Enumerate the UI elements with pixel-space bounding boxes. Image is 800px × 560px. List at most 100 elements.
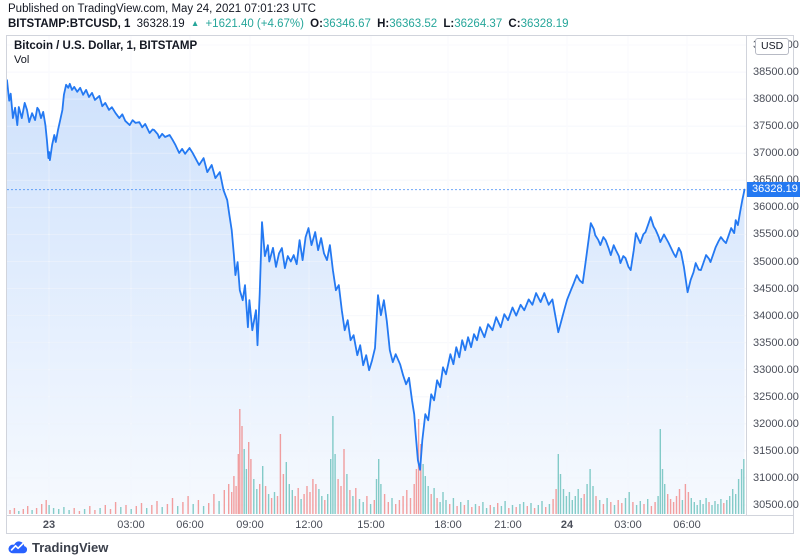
volume-bar <box>708 502 710 514</box>
volume-bar <box>104 505 106 514</box>
volume-bar <box>288 484 290 514</box>
volume-bar <box>522 502 525 514</box>
volume-bar <box>375 479 378 514</box>
volume-bar <box>449 504 451 514</box>
time-tick-label: 06:00 <box>176 518 204 531</box>
price-tick-label: 32000.00 <box>753 417 799 430</box>
volume-bar <box>632 502 634 514</box>
time-tick-label: 23 <box>42 518 56 531</box>
low-label: L: <box>443 17 455 30</box>
price-tick-label: 37000.00 <box>753 147 799 160</box>
volume-bar <box>213 494 215 514</box>
volume-bar <box>358 499 361 514</box>
price-tick-label: 31500.00 <box>753 444 799 457</box>
volume-bar <box>580 498 582 514</box>
volume-bar <box>439 502 441 514</box>
volume-bar <box>508 508 510 514</box>
volume-bar <box>552 499 554 514</box>
price-tick-label: 33000.00 <box>753 363 799 376</box>
volume-bar <box>617 500 619 514</box>
volume-bar <box>559 474 562 514</box>
volume-bar <box>664 484 666 514</box>
volume-bar <box>58 509 60 514</box>
volume-bar <box>463 505 466 514</box>
volume-bar <box>279 434 282 514</box>
volume-bar <box>151 505 153 514</box>
volume-bar <box>259 484 261 514</box>
volume-bar <box>343 449 345 514</box>
change-text: +1621.40 (+4.67%) <box>205 17 304 30</box>
volume-bar <box>332 416 334 514</box>
volume-bar <box>415 469 418 514</box>
volume-bar <box>182 502 184 514</box>
volume-bar <box>504 501 506 514</box>
volume-bar <box>687 492 690 514</box>
volume-bar <box>565 496 568 514</box>
volume-bar <box>89 506 91 514</box>
volume-bar <box>628 492 630 514</box>
volume-bar <box>650 506 653 514</box>
volume-bar <box>702 504 704 514</box>
volume-bar <box>378 459 380 514</box>
volume-bar <box>387 502 389 514</box>
volume-bar <box>493 507 495 514</box>
volume-bar <box>735 494 737 514</box>
tradingview-logo-icon[interactable] <box>8 540 27 554</box>
volume-bar <box>533 508 536 514</box>
area-fill <box>7 80 745 514</box>
volume-bar <box>135 506 137 514</box>
volume-bar <box>678 489 681 514</box>
price-tick-label: 38500.00 <box>753 66 799 79</box>
volume-bar <box>228 484 230 514</box>
volume-bar <box>402 496 404 514</box>
volume-bar <box>433 488 435 514</box>
volume-bar <box>699 500 701 514</box>
volume-bar <box>406 490 408 514</box>
volume-bar <box>720 499 722 514</box>
volume-bar <box>696 505 698 514</box>
volume-bar <box>485 508 488 514</box>
volume-bar <box>340 486 342 514</box>
volume-bar <box>530 503 532 514</box>
volume-bar <box>391 498 393 514</box>
volume-bar <box>639 501 641 514</box>
volume-bar <box>657 496 659 514</box>
volume-bar <box>245 469 248 514</box>
volume-bar <box>285 462 287 514</box>
volume-bar <box>231 492 233 514</box>
volume-bar <box>606 498 608 514</box>
volume-bar <box>18 511 20 514</box>
volume-bar <box>669 499 672 514</box>
volume-bar <box>250 459 252 514</box>
volume-bar <box>282 474 285 514</box>
volume-bar <box>398 500 401 514</box>
volume-bar <box>202 506 205 514</box>
volume-bar <box>256 489 258 514</box>
volume-bar <box>312 479 314 514</box>
volume-bar <box>315 484 317 514</box>
published-caption: Published on TradingView.com, May 24, 20… <box>8 3 316 15</box>
volume-bar <box>109 509 112 514</box>
volume-bar <box>253 479 255 514</box>
price-tick-label: 35000.00 <box>753 255 799 268</box>
price-tick-label: 37500.00 <box>753 120 799 133</box>
currency-unit-button[interactable]: USD <box>755 38 790 55</box>
volume-bar <box>9 510 11 514</box>
volume-bar <box>460 502 462 514</box>
price-axis[interactable]: USD 36328.19 39000.0038500.0038000.00375… <box>746 36 800 515</box>
volume-bar <box>321 496 323 514</box>
volume-bar <box>482 502 484 514</box>
volume-bar <box>306 486 308 514</box>
close-value: 36328.19 <box>520 17 569 30</box>
volume-bar <box>218 501 220 514</box>
close-label: C: <box>508 17 521 30</box>
volume-bar <box>557 454 559 514</box>
time-axis[interactable]: 23 03:00 06:00 09:00 12:00 15:00 18:00 21:00 24 0… <box>7 515 793 533</box>
volume-bar <box>681 500 684 514</box>
brand-name[interactable]: TradingView <box>32 539 109 555</box>
price-chart-canvas[interactable] <box>7 36 746 515</box>
volume-bar <box>511 505 514 514</box>
volume-bar <box>346 474 348 514</box>
volume-bar <box>349 490 351 514</box>
